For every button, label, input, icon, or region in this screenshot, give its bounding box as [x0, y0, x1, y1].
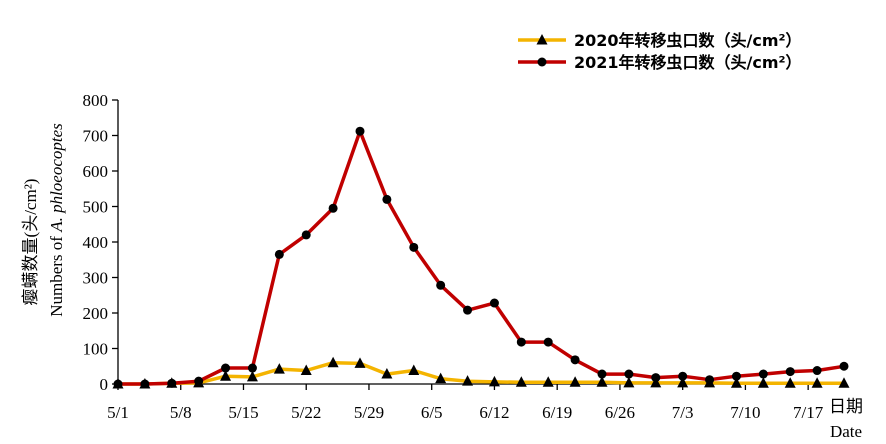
- legend-marker-1: [536, 34, 548, 45]
- series-1-point: [381, 368, 393, 379]
- y-tick-label: 0: [100, 375, 109, 394]
- series-2-point: [274, 249, 284, 259]
- series-2-point: [624, 369, 634, 379]
- x-tick-label: 5/8: [170, 403, 192, 422]
- x-tick-label: 7/10: [730, 403, 760, 422]
- series-1-point: [435, 372, 447, 384]
- series-2-point: [436, 280, 446, 290]
- legend-marker-2: [537, 57, 547, 67]
- x-tick-label: 5/22: [291, 403, 321, 422]
- series-1-point: [354, 357, 366, 368]
- series-1-point: [300, 364, 312, 376]
- series-2-point: [839, 361, 849, 371]
- series-1-point: [623, 376, 635, 388]
- series-2-point: [758, 369, 768, 379]
- x-tick-label: 6/19: [542, 403, 572, 422]
- series-1-point: [650, 376, 662, 388]
- y-tick-label: 800: [83, 91, 109, 110]
- series-1-point: [730, 377, 742, 388]
- series-1-point: [542, 376, 554, 387]
- series-2-point: [812, 366, 822, 376]
- series-2-point: [328, 203, 338, 213]
- series-layer: [112, 126, 850, 389]
- y-tick-label: 600: [83, 162, 109, 181]
- x-axis-title-en: Date: [830, 422, 862, 441]
- series-2-point: [785, 367, 795, 377]
- series-2-point: [355, 126, 365, 136]
- series-1-point: [811, 377, 823, 388]
- y-tick-label: 400: [83, 233, 109, 252]
- series-1-point: [569, 376, 581, 387]
- legend-label-2: 2021年转移虫口数（头/cm²）: [574, 53, 802, 72]
- series-1-point: [838, 377, 850, 388]
- series-2-point: [463, 305, 473, 315]
- y-tick-label: 700: [83, 127, 109, 146]
- y-tick-label: 200: [83, 304, 109, 323]
- series-1-point: [246, 370, 258, 382]
- x-tick-label: 6/26: [605, 403, 635, 422]
- series-2-point: [140, 379, 150, 389]
- x-tick-label: 6/5: [421, 403, 443, 422]
- y-tick-label: 300: [83, 269, 109, 288]
- series-2-point: [301, 230, 311, 240]
- x-tick-label: 5/15: [228, 403, 258, 422]
- series-1-point: [462, 375, 474, 386]
- series-2-point: [247, 363, 257, 373]
- series-1-point: [220, 370, 232, 381]
- series-1-point: [273, 363, 285, 374]
- series-2-point: [597, 369, 607, 379]
- series-2-point: [731, 371, 741, 381]
- series-1-point: [408, 364, 420, 376]
- y-axis-title-cn: 瘿螨数量(头/cm²): [21, 179, 40, 306]
- series-2-point: [113, 379, 123, 389]
- x-tick-label: 5/29: [354, 403, 384, 422]
- series-1-point: [677, 376, 689, 388]
- series-2-point: [651, 373, 661, 383]
- x-tick-label: 5/1: [107, 403, 129, 422]
- series-2-point: [409, 242, 419, 252]
- series-1-point: [488, 375, 500, 387]
- axes: 0 100 200 300 400 500 600 700 800 5/1 5/8 5/15 5/22 5…: [83, 91, 844, 422]
- series-2-point: [705, 375, 715, 385]
- x-tick-label: 7/3: [672, 403, 694, 422]
- series-2-point: [382, 194, 392, 204]
- series-2-point: [221, 363, 231, 373]
- series-2-point: [543, 337, 553, 347]
- series-line-2: [118, 129, 845, 386]
- series-2-point: [678, 371, 688, 381]
- x-tick-label: 7/17: [793, 403, 824, 422]
- series-1-point: [515, 376, 527, 387]
- y-tick-label: 100: [83, 340, 109, 359]
- series-1-point: [784, 377, 796, 388]
- series-1-point: [596, 376, 608, 387]
- y-axis-title-en: Numbers of A. phloeocoptes: [47, 123, 66, 317]
- x-tick-label: 6/12: [479, 403, 509, 422]
- series-2-point: [570, 355, 580, 365]
- legend: 2020年转移虫口数（头/cm²） 2021年转移虫口数（头/cm²）: [518, 31, 802, 72]
- series-1-point: [327, 356, 339, 368]
- series-2-point: [516, 337, 526, 347]
- series-1-point: [757, 377, 769, 388]
- series-line-1: [118, 360, 844, 386]
- series-2-point: [194, 376, 204, 386]
- series-2-point: [489, 298, 499, 308]
- legend-label-1: 2020年转移虫口数（头/cm²）: [574, 31, 802, 50]
- axis-titles: 瘿螨数量(头/cm²) Numbers of A. phloeocoptes 日期 D…: [21, 123, 863, 441]
- series-2-point: [167, 378, 177, 388]
- y-tick-label: 500: [83, 198, 109, 217]
- x-axis-title-cn: 日期: [829, 397, 863, 416]
